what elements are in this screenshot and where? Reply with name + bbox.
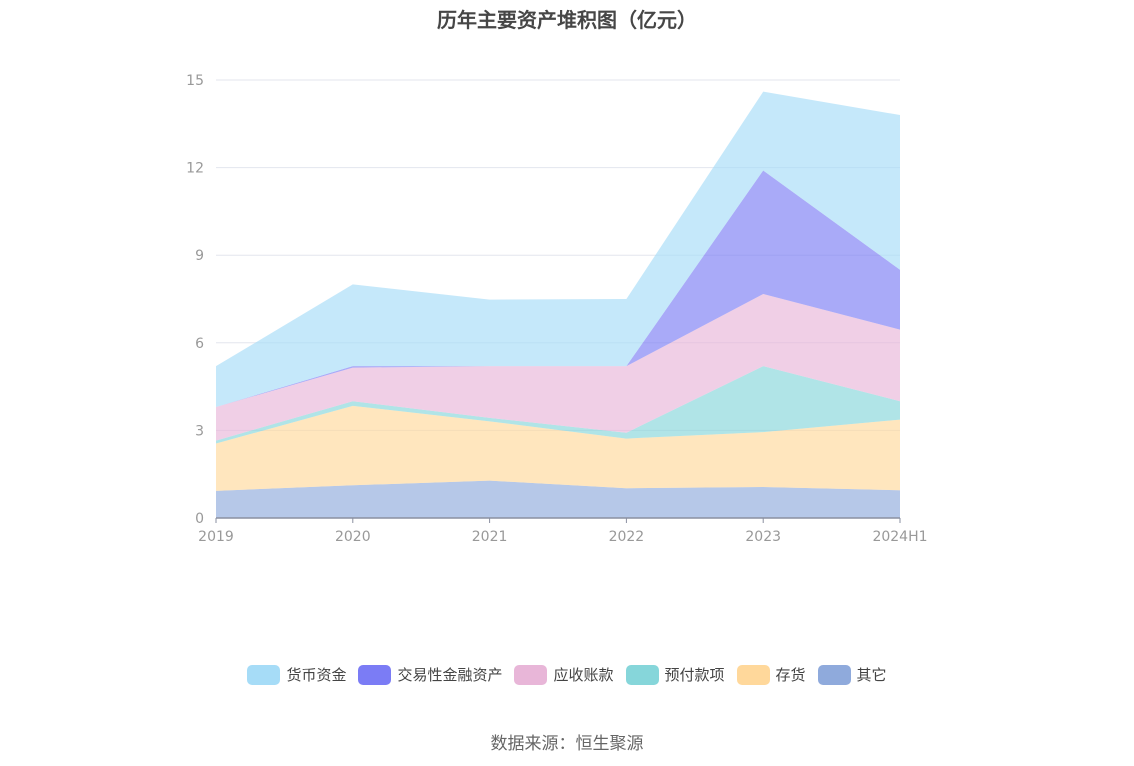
legend-swatch [625,664,659,685]
x-tick-label: 2024H1 [872,529,927,545]
legend-swatch [247,664,281,685]
chart-title: 历年主要资产堆积图（亿元） [437,8,697,32]
legend-swatch [358,664,392,685]
area-series-3[interactable] [216,294,900,441]
legend-item[interactable]: 货币资金 [247,664,346,685]
y-tick-label: 0 [195,511,204,527]
x-tick-label: 2021 [472,529,508,545]
area-series-0[interactable] [216,480,900,518]
y-tick-label: 9 [195,248,204,264]
legend-item[interactable]: 交易性金融资产 [358,664,502,685]
legend-swatch [514,664,548,685]
legend-item[interactable]: 预付款项 [625,664,725,685]
axes: 0 3 6 9 12 15 2019 2020 2021 2022 2023 2024H1 [186,73,927,545]
legend: 货币资金 交易性金融资产 应收账款 预付款项 存货 其它 [0,664,1134,685]
legend-label: 交易性金融资产 [397,666,503,684]
legend-item[interactable]: 存货 [736,664,806,685]
area-series [216,91,900,518]
area-series-5[interactable] [216,91,900,408]
legend-label: 预付款项 [664,666,725,684]
y-tick-label: 15 [186,73,204,89]
area-series-2[interactable] [216,366,900,444]
x-tick-label: 2020 [335,529,371,545]
legend-label: 货币资金 [286,666,347,684]
legend-item[interactable]: 应收账款 [514,664,614,685]
x-tick-label: 2023 [745,529,781,545]
legend-swatch [817,664,851,685]
legend-label: 应收账款 [553,666,614,684]
data-source-note: 数据来源：恒生聚源 [490,734,644,754]
legend-item[interactable]: 其它 [817,664,887,685]
legend-label: 存货 [775,666,806,684]
y-tick-label: 12 [186,161,204,177]
y-tick-label: 6 [195,336,204,352]
y-tick-label: 3 [195,423,204,439]
area-series-1[interactable] [216,405,900,491]
area-series-4[interactable] [216,170,900,408]
legend-swatch [736,664,770,685]
legend-label: 其它 [856,666,887,684]
x-tick-label: 2019 [198,529,234,545]
x-tick-label: 2022 [609,529,645,545]
